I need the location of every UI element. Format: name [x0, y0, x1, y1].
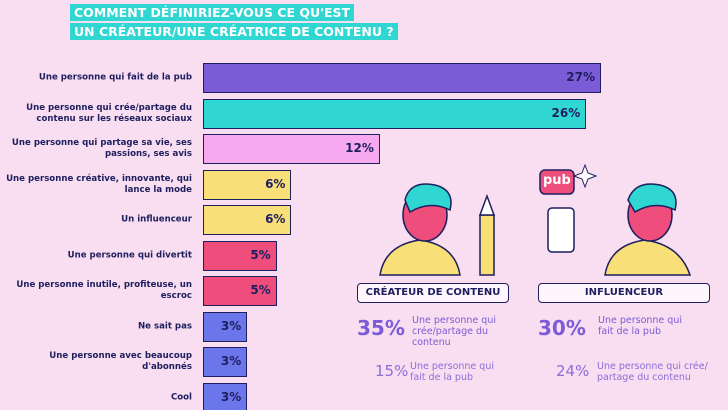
category-label: Cool: [170, 392, 192, 402]
category-label: Une personne qui crée/partage du contenu…: [26, 102, 192, 124]
value-label: 3%: [220, 354, 242, 368]
value-label: 3%: [220, 318, 242, 333]
bar: [203, 98, 587, 129]
value-label: 6%: [265, 176, 286, 191]
value-label: 5%: [250, 283, 271, 297]
bar: [203, 382, 248, 410]
stat-value: 35%: [357, 316, 405, 340]
category-label: Une personne qui partage sa vie, ses pas…: [11, 138, 192, 159]
value-label: 12%: [345, 141, 374, 155]
bar: [203, 276, 277, 306]
bar: [203, 347, 248, 377]
panel-title: INFLUENCEUR: [538, 283, 710, 303]
category-label: Une personne inutile, profiteuse, un esc…: [16, 280, 192, 301]
category-label: Un influenceur: [121, 214, 192, 225]
chart-title: UN CRÉATEUR/UNE CRÉATRICE DE CONTENU ?: [70, 23, 398, 40]
badge: pub: [543, 173, 571, 188]
stat-value: 15%: [375, 362, 409, 380]
bar: [203, 205, 292, 235]
influencer-figure: [539, 163, 692, 276]
stat-value: 24%: [556, 362, 590, 380]
stat-text: Une personne qui fait de la pub: [598, 315, 682, 337]
value-label: 26%: [551, 105, 581, 120]
bar: [203, 169, 292, 200]
value-label: 6%: [265, 212, 286, 226]
category-label: Une personne qui fait de la pub: [38, 72, 192, 83]
value-label: 3%: [220, 389, 242, 404]
stat-text: Une personne qui crée/ partage du conten…: [597, 361, 708, 383]
stat-value: 30%: [538, 316, 586, 340]
category-label: Une personne qui divertit: [67, 250, 192, 260]
creator-figure: [379, 183, 496, 276]
category-label: Une personne créative, innovante, qui la…: [6, 173, 192, 195]
bar: [203, 63, 601, 93]
panel-title: CRÉATEUR DE CONTENU: [357, 283, 509, 303]
category-label: Ne sait pas: [137, 321, 192, 331]
stat-text: Une personne qui crée/partage du contenu: [412, 315, 496, 348]
stat-text: Une personne qui fait de la pub: [410, 361, 494, 383]
bar: [203, 311, 248, 342]
bar: [203, 240, 277, 271]
value-label: 27%: [566, 70, 595, 84]
category-label: Une personne avec beaucoup d'abonnés: [49, 351, 192, 372]
value-label: 5%: [250, 247, 271, 262]
bar: [203, 134, 380, 164]
chart-title: COMMENT DÉFINIRIEZ-VOUS CE QU'EST: [70, 4, 355, 21]
